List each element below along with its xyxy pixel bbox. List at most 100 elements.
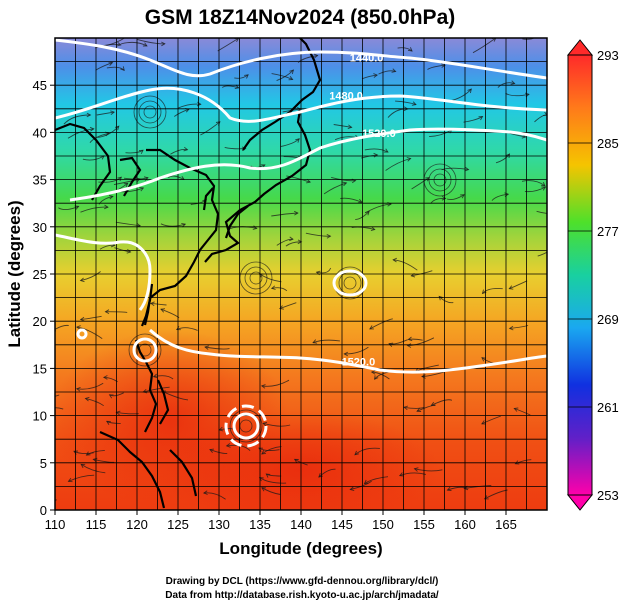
x-tick-label: 165 xyxy=(495,517,517,532)
streamline-arrowhead xyxy=(514,460,520,465)
streamline-arrowhead xyxy=(295,138,300,143)
streamline xyxy=(137,38,165,45)
streamline xyxy=(96,111,115,116)
streamline-arrowhead xyxy=(79,316,85,322)
y-axis-label: Latitude (degrees) xyxy=(5,200,24,347)
streamline xyxy=(55,499,57,501)
streamline-arrowhead xyxy=(139,187,145,192)
vortex-ring xyxy=(239,261,273,295)
streamline xyxy=(305,232,331,237)
streamline xyxy=(115,221,141,227)
streamline xyxy=(261,446,282,455)
streamline xyxy=(323,182,347,195)
streamline-arrowhead xyxy=(413,467,419,472)
streamline-arrowhead xyxy=(138,149,144,155)
y-tick-label: 20 xyxy=(33,314,47,329)
streamline-arrowhead xyxy=(403,405,409,411)
streamline-arrowhead xyxy=(407,47,413,52)
streamline-arrowhead xyxy=(261,450,266,455)
streamline-arrowhead xyxy=(120,66,125,72)
streamline xyxy=(364,203,392,214)
streamline-arrowhead xyxy=(383,148,389,153)
streamline-arrowhead xyxy=(342,181,348,187)
streamline xyxy=(82,155,105,161)
streamline xyxy=(361,74,378,80)
streamline-arrowhead xyxy=(75,325,81,330)
streamline xyxy=(463,116,483,123)
streamline-arrowhead xyxy=(326,233,332,239)
streamline-arrowhead xyxy=(446,486,452,492)
streamline xyxy=(537,251,547,257)
streamline xyxy=(331,176,356,182)
streamline-arrowhead xyxy=(108,394,114,399)
streamline xyxy=(76,382,104,390)
streamline-arrowhead xyxy=(84,396,90,402)
x-tick-label: 125 xyxy=(167,517,189,532)
colorbar-ticks: 253 261 269 277 285 293 xyxy=(568,48,619,503)
streamline-arrowhead xyxy=(306,178,311,184)
contour-label: 1440.0 xyxy=(350,53,384,65)
streamline xyxy=(447,486,469,491)
streamline xyxy=(509,280,528,290)
streamline xyxy=(95,62,113,71)
streamline xyxy=(333,124,352,128)
streamline-arrowhead xyxy=(357,198,363,204)
streamline xyxy=(364,148,389,153)
streamline-arrowhead xyxy=(294,210,299,216)
streamline xyxy=(153,375,174,380)
contours xyxy=(55,38,547,448)
x-tick-label: 155 xyxy=(413,517,435,532)
colorbar-top-arrow xyxy=(566,39,594,56)
streamline xyxy=(106,38,126,46)
vortex-ring xyxy=(249,271,263,285)
contour-label: 1520.0 xyxy=(362,128,396,140)
streamline-arrowhead xyxy=(536,33,540,37)
streamline-arrowhead xyxy=(508,325,514,331)
x-tick-label: 120 xyxy=(126,517,148,532)
streamline xyxy=(279,302,297,310)
streamline xyxy=(411,177,430,190)
streamline xyxy=(521,180,546,187)
streamline-arrowhead xyxy=(543,111,547,117)
streamline xyxy=(271,212,298,217)
streamline-arrowhead xyxy=(105,420,111,425)
streamline xyxy=(80,464,106,474)
streamline xyxy=(98,176,122,183)
colorbar-tick-label: 293 xyxy=(597,48,619,63)
streamline xyxy=(421,371,444,377)
streamline-arrowhead xyxy=(261,487,266,492)
streamline-arrowhead xyxy=(391,68,397,73)
colorbar-tick-label: 261 xyxy=(597,400,619,415)
streamline xyxy=(99,244,115,250)
streamline-arrowhead xyxy=(347,124,353,130)
streamline xyxy=(58,205,79,211)
streamline-arrowhead xyxy=(265,473,271,478)
streamline-arrowhead xyxy=(513,407,519,412)
y-tick-label: 5 xyxy=(40,456,47,471)
streamline xyxy=(416,404,436,412)
streamline xyxy=(472,38,497,54)
streamline-arrowhead xyxy=(160,308,166,313)
streamline-arrowhead xyxy=(262,421,268,427)
streamline-arrowhead xyxy=(481,420,486,425)
streamline-arrowhead xyxy=(398,472,404,477)
streamline-arrowhead xyxy=(225,443,231,448)
streamline-arrowhead xyxy=(508,285,514,290)
vortex-ring xyxy=(239,419,253,433)
streamline xyxy=(429,129,453,138)
streamline xyxy=(481,415,502,425)
streamline-arrowhead xyxy=(467,88,472,94)
streamline xyxy=(55,394,60,397)
streamline xyxy=(262,422,291,427)
streamline xyxy=(55,324,69,330)
streamline xyxy=(86,449,105,456)
streamline-arrowhead xyxy=(289,236,294,242)
streamline xyxy=(161,390,189,401)
streamline xyxy=(414,468,443,472)
streamline-arrowhead xyxy=(438,295,444,301)
streamline xyxy=(170,149,188,155)
streamline-arrowhead xyxy=(104,309,110,314)
streamline xyxy=(143,386,170,393)
streamline-arrowhead xyxy=(411,101,417,106)
